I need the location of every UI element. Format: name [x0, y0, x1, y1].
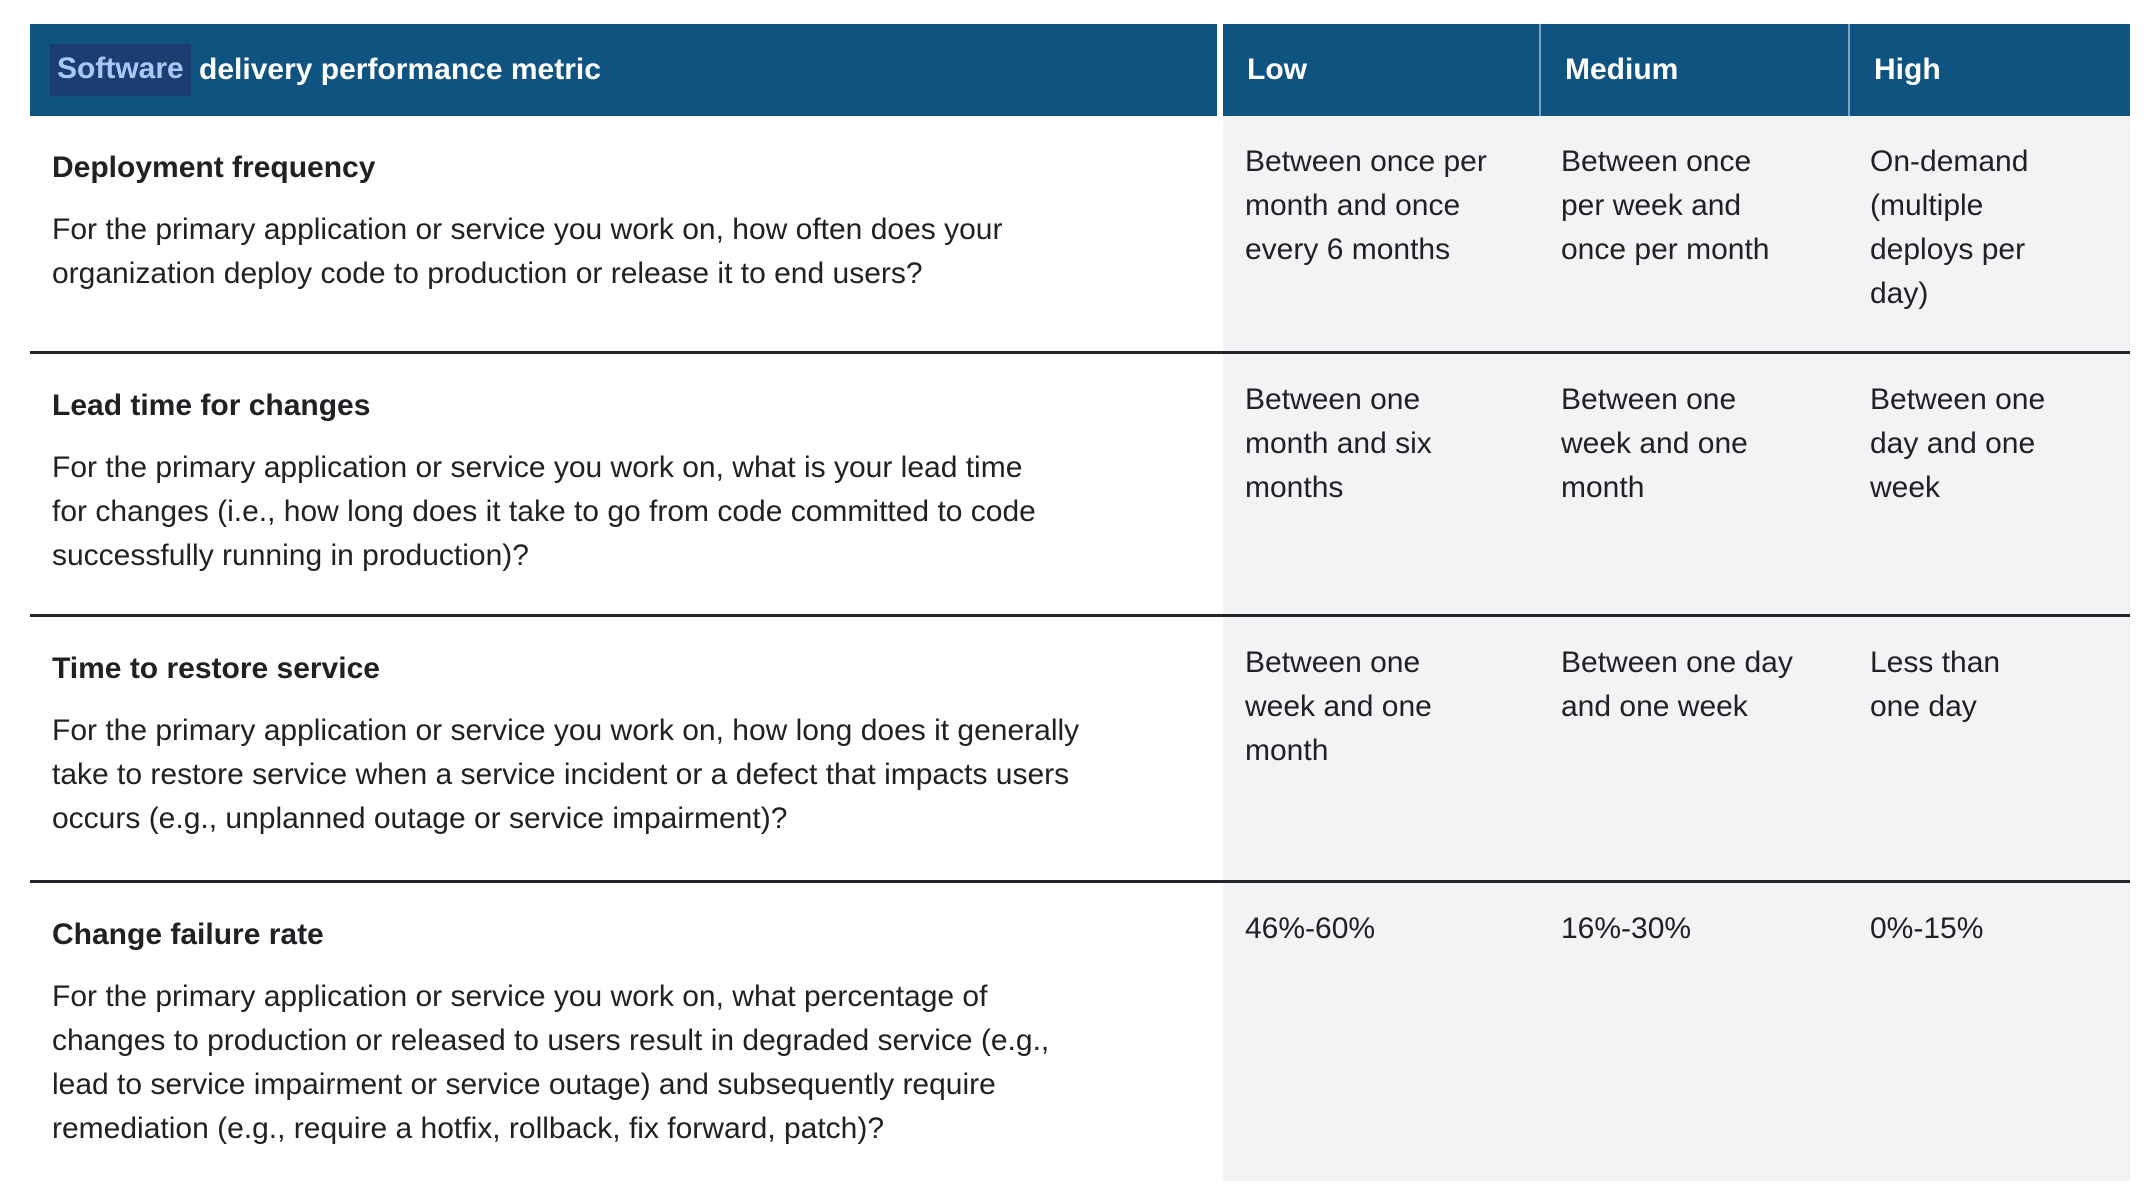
- selected-text-highlight: Software: [50, 44, 191, 96]
- medium-value-cell: Between once per week and once per month: [1539, 116, 1848, 351]
- low-value-cell: 46%-60%: [1223, 883, 1539, 1181]
- metric-title: Time to restore service: [52, 652, 380, 685]
- metric-cell: Time to restore service For the primary …: [30, 617, 1223, 880]
- medium-value-cell: Between one day and one week: [1539, 617, 1848, 880]
- low-value-cell: Between once per month and once every 6 …: [1223, 116, 1539, 351]
- medium-value-cell: 16%-30%: [1539, 883, 1848, 1181]
- table-body: Deployment frequency For the primary app…: [30, 116, 2130, 1181]
- low-value-cell: Between one month and six months: [1223, 354, 1539, 614]
- table-row: Time to restore service For the primary …: [30, 614, 2130, 880]
- metric-description: For the primary application or service y…: [52, 213, 1003, 290]
- metric-description: For the primary application or service y…: [52, 980, 1050, 1145]
- high-value-cell: On-demand (multiple deploys per day): [1848, 116, 2130, 351]
- metric-description: For the primary application or service y…: [52, 451, 1036, 572]
- table-header-row: Software delivery performance metric Low…: [30, 24, 2130, 116]
- metric-title: Change failure rate: [52, 918, 324, 951]
- delivery-performance-table: Software delivery performance metric Low…: [30, 24, 2130, 1181]
- metric-cell: Deployment frequency For the primary app…: [30, 116, 1223, 351]
- table-row: Deployment frequency For the primary app…: [30, 116, 2130, 351]
- high-value-cell: Between one day and one week: [1848, 354, 2130, 614]
- header-cell-low: Low: [1223, 24, 1539, 116]
- metric-cell: Change failure rate For the primary appl…: [30, 883, 1223, 1181]
- high-value-cell: 0%-15%: [1848, 883, 2130, 1181]
- metric-description: For the primary application or service y…: [52, 714, 1080, 835]
- table-row: Lead time for changes For the primary ap…: [30, 351, 2130, 614]
- header-cell-medium: Medium: [1539, 24, 1848, 116]
- metric-title: Lead time for changes: [52, 389, 371, 422]
- low-value-cell: Between one week and one month: [1223, 617, 1539, 880]
- header-cell-high: High: [1848, 24, 2130, 116]
- header-cell-metric: Software delivery performance metric: [30, 24, 1223, 116]
- header-metric-label: delivery performance metric: [190, 53, 601, 86]
- table-row: Change failure rate For the primary appl…: [30, 880, 2130, 1181]
- metric-title: Deployment frequency: [52, 151, 376, 184]
- metric-cell: Lead time for changes For the primary ap…: [30, 354, 1223, 614]
- high-value-cell: Less than one day: [1848, 617, 2130, 880]
- medium-value-cell: Between one week and one month: [1539, 354, 1848, 614]
